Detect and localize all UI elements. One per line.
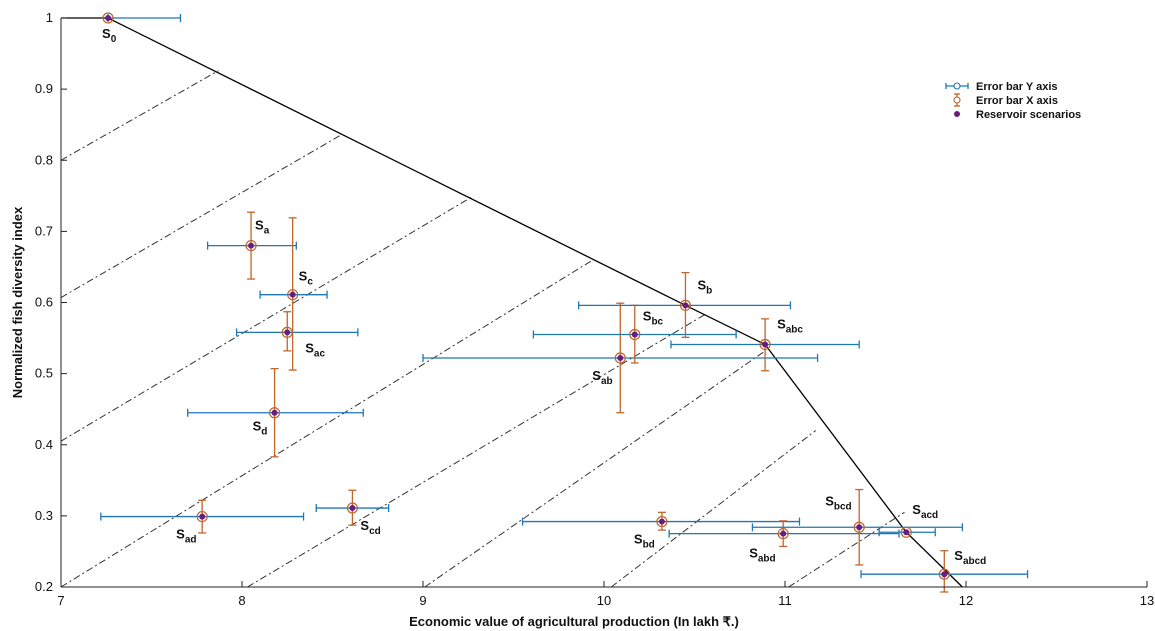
x-tick-label: 7 — [57, 593, 64, 608]
point-ring — [629, 328, 641, 341]
scenario-point — [289, 291, 296, 298]
x-tick-label: 11 — [778, 593, 792, 608]
x-tick-label: 13 — [1140, 593, 1154, 608]
dash-dot-line — [60, 195, 474, 442]
scenario-point — [780, 530, 787, 537]
y-axis-title: Normalized fish diversity index — [10, 206, 25, 398]
legend-marker — [953, 96, 961, 104]
point-label: Sab — [592, 368, 612, 387]
dash-dot-line — [247, 312, 708, 588]
point-ring — [900, 526, 912, 538]
scenario-point — [682, 302, 689, 309]
point-label: S0 — [102, 26, 117, 45]
legend-label: Error bar X axis — [976, 95, 1058, 107]
point-label: Sa — [255, 218, 270, 237]
point-ring — [614, 352, 626, 364]
axes-layer: 7 8 9 10 11 12 13 0.2 0.3 0.4 0.5 0.6 0.7 0.8 0.9 1 — [35, 10, 1154, 608]
scenario-point — [105, 15, 112, 21]
y-tick-label: 0.3 — [35, 508, 53, 523]
point-label: Sbd — [634, 532, 655, 551]
point-ring — [196, 510, 208, 523]
point-ring — [268, 407, 281, 419]
scenario-point — [903, 529, 910, 536]
dash-dot-line — [60, 259, 594, 588]
dash-dot-line — [424, 351, 764, 588]
point-ring — [287, 289, 299, 301]
point-label: Sabc — [777, 316, 803, 335]
point-label: Sd — [253, 419, 268, 438]
dash-dot-line — [610, 430, 817, 588]
legend-label: Error bar Y axis — [976, 81, 1058, 93]
point-ring — [346, 502, 359, 514]
x-axis-title: Economic value of agricultural productio… — [409, 614, 739, 629]
legend-point-icon — [954, 111, 960, 117]
scenario-point — [856, 524, 863, 531]
x-tick-label: 9 — [419, 593, 426, 608]
point-ring — [853, 521, 865, 533]
scenario-point — [941, 571, 948, 578]
frontier-line — [61, 17, 963, 588]
dash-dot-line — [60, 134, 342, 298]
y-tick-label: 0.5 — [35, 366, 53, 381]
lines-layer — [60, 17, 963, 588]
point-label: Sbcd — [825, 493, 851, 512]
point-label: Sc — [299, 269, 314, 288]
point-ring — [245, 240, 257, 252]
point-ring — [759, 338, 771, 351]
point-label: Sbc — [643, 309, 664, 328]
y-tick-label: 1 — [46, 10, 53, 25]
point-ring — [938, 568, 950, 580]
points-layer — [102, 12, 950, 580]
error-bars-layer — [100, 14, 1029, 593]
point-label: Sabcd — [954, 548, 986, 567]
point-label: Sac — [305, 340, 325, 359]
x-tick-label: 8 — [238, 593, 245, 608]
point-ring — [102, 12, 114, 24]
legend-label: Reservoir scenarios — [976, 109, 1081, 121]
dash-dot-line — [60, 70, 219, 161]
point-label: Scd — [360, 518, 380, 537]
dash-dot-line — [788, 511, 905, 588]
scenario-point — [271, 409, 278, 416]
y-tick-label: 0.9 — [35, 81, 53, 96]
scenario-point — [631, 331, 638, 338]
x-tick-label: 10 — [597, 593, 611, 608]
point-label: Sacd — [912, 502, 938, 521]
scenario-point — [248, 242, 255, 249]
scenario-point — [762, 341, 769, 348]
x-tick-label: 12 — [959, 593, 973, 608]
y-tick-label: 0.2 — [35, 579, 53, 594]
scenario-point — [617, 354, 624, 361]
point-labels-layer: S0 Sa Sc Sac Sd Sad Scd Sab Sbc Sb Sabc Sbd Sabd Sbcd… — [102, 26, 986, 567]
point-ring — [679, 299, 692, 311]
y-tick-label: 0.4 — [35, 437, 53, 452]
point-label: Sb — [697, 277, 712, 296]
scenario-point — [284, 329, 291, 336]
point-ring — [281, 326, 293, 338]
y-tick-label: 0.8 — [35, 152, 53, 167]
scenario-point — [658, 518, 665, 525]
point-label: Sad — [176, 527, 196, 546]
legend: Error bar Y axis Error bar X axis Reservoi… — [945, 81, 1081, 121]
y-tick-label: 0.7 — [35, 223, 53, 238]
scenario-point — [349, 505, 356, 512]
point-ring — [777, 528, 789, 540]
point-ring — [656, 515, 668, 528]
point-label: Sabd — [749, 546, 775, 565]
scenario-point — [199, 513, 206, 520]
y-tick-label: 0.6 — [35, 295, 53, 310]
legend-marker — [953, 82, 961, 90]
